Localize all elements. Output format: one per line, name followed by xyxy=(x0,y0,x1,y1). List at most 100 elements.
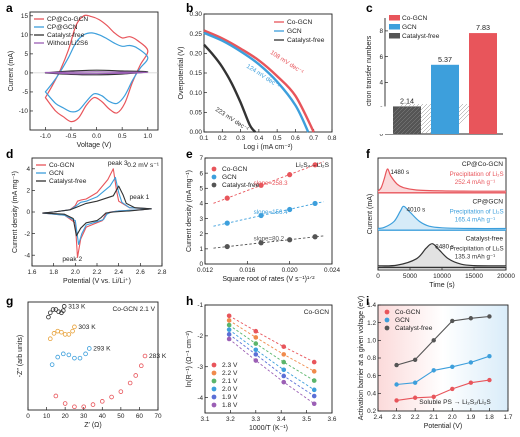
y-tick-label: 1.4 xyxy=(367,302,376,309)
eis-point-3 xyxy=(81,404,87,410)
barrier-point-0 xyxy=(487,377,492,383)
temperature-label-1: 303 K xyxy=(78,324,96,331)
eis-point-0 xyxy=(60,308,66,313)
eis-point-3 xyxy=(138,363,144,369)
y-tick-label: 0.20 xyxy=(190,51,203,58)
barrier-line-0 xyxy=(396,379,490,401)
legend-e-1-label: GCN xyxy=(222,174,237,181)
legend-i-2-label: Catalyst-free xyxy=(395,325,433,332)
eis-point-3 xyxy=(62,401,68,406)
x-tick-label: -0.5 xyxy=(65,133,76,140)
x-tick-label: 15000 xyxy=(465,273,483,280)
panel-b: 0.1 0.2 0.3 0.4 0.5 0.6 0.7 0.8 Log i (mA cm⁻²) 0… xyxy=(178,11,337,151)
y-tick-label: 0.25 xyxy=(190,31,203,38)
y-tick-label: 0.10 xyxy=(190,90,203,97)
legend-i-1-label: GCN xyxy=(395,317,410,324)
bar-hatch xyxy=(400,103,432,135)
reaction-label: Li₂S₄→Li₂S xyxy=(296,162,330,169)
y-tick-label: 4 xyxy=(26,166,30,173)
eis-point-2 xyxy=(83,351,88,357)
legend-i-1-marker xyxy=(384,317,390,323)
x-tick-label: 3.4 xyxy=(277,416,286,423)
y-tick-label: 3 xyxy=(199,216,203,223)
arrhenius-point-4 xyxy=(281,373,287,379)
x-tick-label: 2.2 xyxy=(411,414,420,421)
y-tick-label: 0.05 xyxy=(190,110,203,117)
panel-f: 0 5000 10000 15000 20000 Time (s) Current (mA)… xyxy=(367,157,515,289)
barrier-point-2 xyxy=(412,357,418,362)
y-tick-label: 10 xyxy=(21,32,29,39)
x-tick-label: 1.0 xyxy=(143,133,152,140)
arrhenius-point-1 xyxy=(253,335,259,340)
x-axis-title: Log i (mA cm⁻²) xyxy=(243,144,292,151)
x-tick-label: 2.0 xyxy=(71,269,80,276)
bar-value-label: 5.37 xyxy=(438,55,452,64)
legend-a-1-label: CP@GCN xyxy=(47,24,78,31)
legend-b-0-label: Co-GCN xyxy=(287,19,313,26)
legend-c-2-swatch xyxy=(389,33,400,39)
cv-curve-2 xyxy=(44,69,149,76)
barrier-point-1 xyxy=(450,364,455,370)
data-point-e xyxy=(258,240,264,246)
legend-b-2-label: Catalyst-free xyxy=(287,37,325,44)
arrhenius-point-2 xyxy=(253,341,259,346)
y-tick-label: 1 xyxy=(199,246,203,253)
legend-a-2-label: Catalyst-free xyxy=(47,32,85,39)
caption-f-2: Precipitation of Li₂S xyxy=(450,246,504,253)
x-tick-label: 10000 xyxy=(433,273,451,280)
panel-letter-d: d xyxy=(6,147,13,161)
y-tick-label: 0 xyxy=(379,131,383,138)
arrhenius-point-3 xyxy=(311,387,317,393)
legend-e-2-label: Catalyst-free xyxy=(222,182,260,189)
barrier-point-1 xyxy=(412,380,418,385)
data-point-e xyxy=(224,220,230,226)
barrier-point-1 xyxy=(468,360,474,365)
precipitation-area-0 xyxy=(378,168,506,193)
y-tick-label: 0.2 xyxy=(367,408,376,415)
eis-point-0 xyxy=(47,310,53,316)
peak-time-0: 1480 s xyxy=(390,169,409,176)
y-axis-title: -Z″ (arb units) xyxy=(17,335,24,378)
y-tick-label: 7 xyxy=(199,155,203,162)
panel-letter-a: a xyxy=(6,1,13,15)
legend-h-4-label: 1.9 V xyxy=(222,394,238,401)
chrono-curve-1 xyxy=(377,205,507,230)
slope-label-e-2: slope=80.2 xyxy=(254,235,285,242)
x-tick-label: 40 xyxy=(99,413,107,420)
legend-h-0-marker xyxy=(211,362,217,368)
eis-point-2 xyxy=(77,355,83,361)
y-tick-label: 2 xyxy=(26,188,30,195)
eis-point-1 xyxy=(70,328,75,334)
x-tick-label: 1.6 xyxy=(28,269,37,276)
series-name-f-2: Catalyst-free xyxy=(466,236,504,243)
x-tick-label: 2.4 xyxy=(374,414,383,421)
legend-c-2-label: Catalyst-free xyxy=(402,33,440,40)
y-tick-label: -1 xyxy=(197,302,203,309)
bar-hatch xyxy=(388,103,420,135)
barrier-point-1 xyxy=(431,368,436,373)
y-tick-label: 2 xyxy=(199,231,203,238)
panel-g: 0 10 20 30 40 50 60 70 Z′ (Ω) -Z″ (arb units) Co-G… xyxy=(17,301,167,429)
annotation-peak-3: peak 3 xyxy=(108,160,128,167)
bar-hatch xyxy=(396,103,428,135)
x-tick-label: 10 xyxy=(43,413,51,420)
panel-e: 0.012 0.016 0.020 0.024 Square root of rates… xyxy=(186,155,340,283)
x-axis-title: Z′ (Ω) xyxy=(84,422,101,429)
barrier-line-1 xyxy=(396,355,490,386)
data-point-e xyxy=(258,212,264,219)
x-tick-label: 2.3 xyxy=(392,414,401,421)
temperature-label-3: 283 K xyxy=(149,353,167,360)
eis-point-0 xyxy=(50,307,56,312)
series-name-f-1: CP@GCN xyxy=(472,198,503,205)
y-tick-label: 0.30 xyxy=(190,11,203,18)
eis-point-3 xyxy=(133,373,139,378)
arrhenius-point-5 xyxy=(226,336,232,342)
arrhenius-fit-5 xyxy=(228,338,315,405)
legend-h-3-marker xyxy=(211,386,217,392)
y-axis-title: Overpotential (V) xyxy=(178,47,185,100)
arrhenius-point-0 xyxy=(311,359,317,365)
y-tick-label: 0.6 xyxy=(367,373,376,380)
y-tick-label: 4 xyxy=(379,80,383,87)
x-tick-label: 0.024 xyxy=(324,267,340,274)
y-tick-label: 0 xyxy=(199,261,203,268)
